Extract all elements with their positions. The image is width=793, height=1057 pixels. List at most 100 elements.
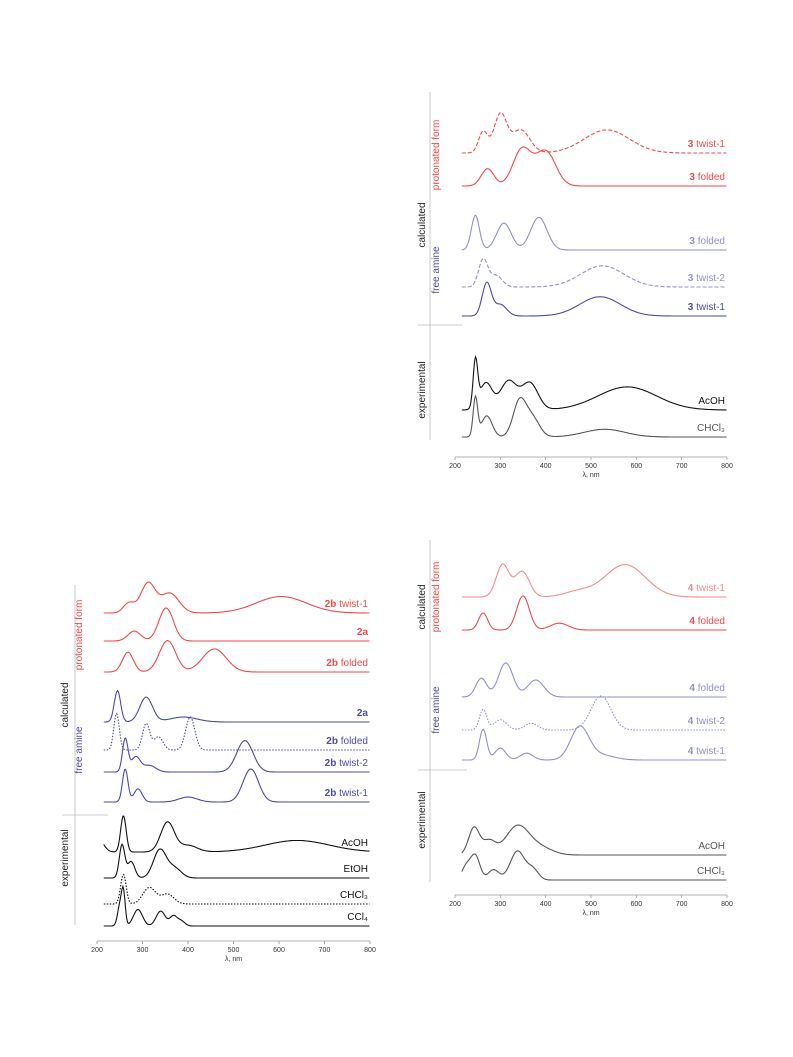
series-line (461, 355, 727, 411)
series-line (461, 146, 727, 187)
series-line (461, 595, 727, 631)
series-label: 2b twist-1 (325, 599, 369, 610)
x-tick-label: 700 (319, 947, 331, 954)
series-line (103, 689, 370, 723)
series-label-conformer: twist-1 (693, 746, 725, 757)
series-line (103, 712, 370, 751)
x-axis-title: λ, nm (582, 910, 599, 917)
x-axis-title: λ, nm (225, 956, 242, 963)
series-label: 4 folded (689, 683, 725, 694)
group-label-calculated: calculated (417, 584, 428, 629)
series-label-conformer: CCl₄ (347, 912, 368, 923)
x-axis-title: λ, nm (582, 472, 599, 479)
series-label-compound: 2a (357, 708, 369, 719)
series-line (103, 843, 370, 879)
x-tick-label: 400 (540, 901, 552, 908)
series-label-conformer: CHCl₃ (697, 423, 725, 434)
series-label-conformer: folded (695, 236, 725, 247)
series-line (103, 640, 370, 673)
x-tick-label: 300 (494, 463, 506, 470)
series-line (461, 111, 727, 154)
series-label: AcOH (341, 838, 368, 849)
series-label-compound: 2b (326, 736, 338, 747)
group-label-protonated: protonated form (431, 562, 442, 633)
series-label-compound: 4 (689, 616, 695, 627)
x-tick-label: 200 (91, 947, 103, 954)
series-label-conformer: AcOH (698, 841, 725, 852)
series-label-conformer: CHCl₃ (340, 890, 368, 901)
series-label: 2b twist-2 (325, 758, 369, 769)
series-label-conformer: EtOH (344, 864, 368, 875)
series-label-conformer: twist-1 (693, 583, 725, 594)
series-label: 2b folded (326, 736, 368, 747)
series-line (103, 768, 370, 803)
series-line (103, 815, 370, 853)
x-tick-label: 500 (585, 463, 597, 470)
series-label-conformer: CHCl₃ (697, 866, 725, 877)
series-label: 4 twist-1 (688, 746, 726, 757)
series-label-compound: 2b (326, 658, 338, 669)
x-tick-label: 600 (630, 463, 642, 470)
series-label: AcOH (698, 396, 725, 407)
x-tick-label: 700 (676, 463, 688, 470)
x-tick-label: 400 (182, 947, 194, 954)
series-line (461, 850, 727, 881)
series-label-conformer: folded (695, 616, 725, 627)
series-label: CHCl₃ (697, 866, 725, 877)
series-label-conformer: AcOH (341, 838, 368, 849)
series-line (461, 394, 727, 438)
group-label-protonated: protonated form (431, 120, 442, 191)
group-label-free: free amine (431, 686, 442, 734)
series-label-compound: 3 (688, 302, 694, 313)
series-label: AcOH (698, 841, 725, 852)
series-label: EtOH (344, 864, 368, 875)
x-tick-label: 700 (676, 901, 688, 908)
series-label-conformer: twist-1 (693, 302, 725, 313)
series-label: 3 twist-2 (688, 273, 726, 284)
group-label-experimental: experimental (417, 361, 428, 418)
series-label-compound: 3 (689, 236, 695, 247)
series-line (103, 607, 370, 642)
group-label-experimental: experimental (417, 791, 428, 848)
series-label: 2a (357, 708, 369, 719)
series-label: 2b twist-1 (325, 788, 369, 799)
series-label: 3 twist-1 (688, 302, 726, 313)
series-label-conformer: AcOH (698, 396, 725, 407)
series-label: 3 folded (689, 236, 725, 247)
group-label-free: free amine (74, 726, 85, 774)
x-tick-label: 300 (137, 947, 149, 954)
series-label-conformer: twist-1 (336, 599, 368, 610)
series-label-conformer: folded (695, 683, 725, 694)
series-line (461, 281, 727, 317)
series-label-compound: 3 (688, 273, 694, 284)
group-label-free: free amine (431, 246, 442, 294)
group-label-experimental: experimental (60, 829, 71, 886)
series-label-compound: 4 (688, 583, 694, 594)
series-line (103, 884, 370, 927)
series-line (103, 581, 370, 614)
series-label: CHCl₃ (340, 890, 368, 901)
x-tick-label: 600 (630, 901, 642, 908)
series-label-compound: 2a (357, 627, 369, 638)
series-label-compound: 4 (688, 716, 694, 727)
series-label-compound: 4 (688, 746, 694, 757)
series-label: CCl₄ (347, 912, 368, 923)
series-label-conformer: folded (338, 736, 368, 747)
series-label-conformer: folded (338, 658, 368, 669)
series-label: 4 twist-1 (688, 583, 726, 594)
series-label: CHCl₃ (697, 423, 725, 434)
series-label-compound: 2b (325, 599, 337, 610)
group-label-calculated: calculated (417, 202, 428, 247)
x-tick-label: 200 (449, 901, 461, 908)
series-line (461, 725, 727, 761)
x-tick-label: 600 (273, 947, 285, 954)
series-label-compound: 2b (325, 788, 337, 799)
series-label: 2a (357, 627, 369, 638)
series-label-compound: 3 (689, 172, 695, 183)
series-line (103, 737, 370, 773)
series-line (103, 874, 370, 905)
x-tick-label: 300 (494, 901, 506, 908)
